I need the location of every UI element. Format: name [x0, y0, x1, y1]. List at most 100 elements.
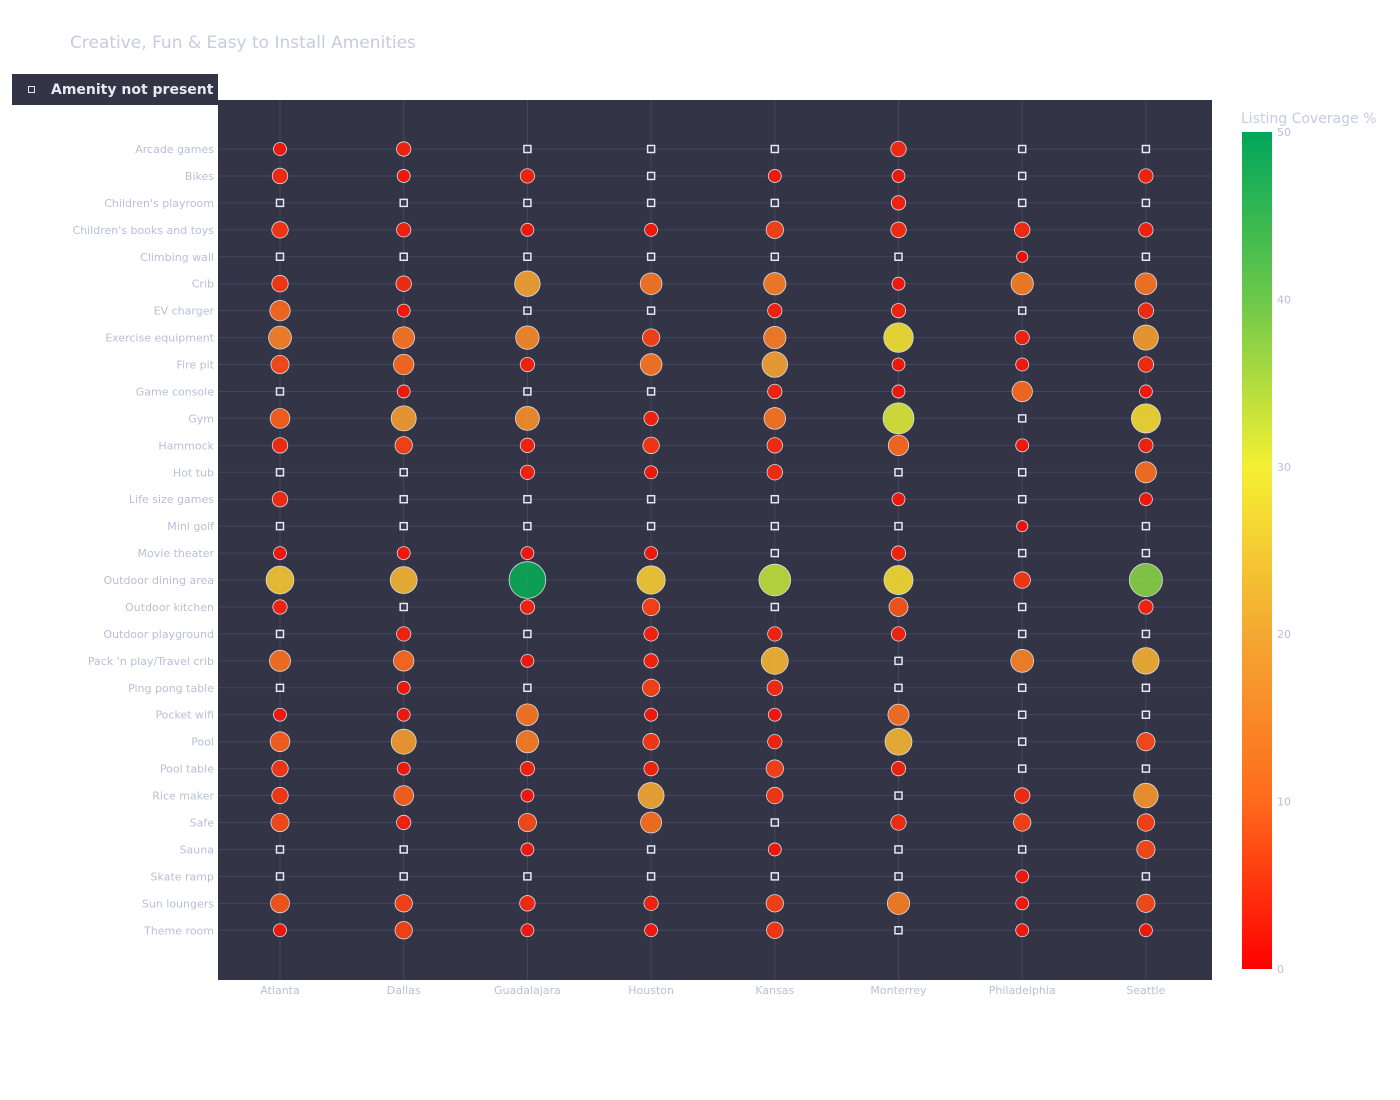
- not-present-marker: [1017, 144, 1027, 154]
- bubble-marker: [643, 895, 659, 911]
- bubble-marker: [767, 626, 783, 642]
- not-present-marker: [275, 468, 285, 477]
- y-tick-label: Safe: [190, 817, 215, 830]
- not-present-marker: [399, 602, 408, 612]
- bubble-marker: [890, 814, 907, 831]
- not-present-marker: [1017, 629, 1027, 639]
- bubble-marker: [519, 599, 535, 615]
- bubble-marker: [1132, 647, 1160, 675]
- not-present-marker: [275, 521, 285, 531]
- bubble-marker: [1138, 168, 1154, 184]
- not-present-marker: [894, 252, 903, 262]
- bubble-marker: [520, 923, 535, 938]
- bubble-marker: [639, 272, 663, 295]
- bubble-marker: [1137, 356, 1155, 373]
- bubble-marker: [643, 410, 659, 426]
- bubble-marker: [1015, 923, 1030, 938]
- bubble-marker: [519, 464, 535, 480]
- bubble-marker: [273, 923, 287, 938]
- bubble-marker: [644, 222, 658, 237]
- bubble-marker: [644, 465, 658, 480]
- not-present-marker: [770, 494, 780, 504]
- x-tick-label: Philadelphia: [989, 984, 1056, 997]
- bubble-marker: [1136, 839, 1156, 859]
- not-present-marker: [1141, 683, 1151, 693]
- y-tick-label: Mini golf: [167, 520, 215, 533]
- y-tick-label: Pocket wifi: [155, 709, 214, 722]
- bubble-marker: [763, 272, 787, 296]
- not-present-marker: [646, 198, 656, 208]
- not-present-marker: [1017, 602, 1027, 612]
- bubble-marker: [887, 703, 910, 726]
- bubble-marker: [396, 384, 411, 399]
- bubble-marker: [1138, 437, 1154, 453]
- bubble-marker: [1013, 571, 1031, 589]
- bubble-marker: [516, 703, 539, 726]
- bubble-marker: [890, 545, 907, 561]
- y-tick-label: Bikes: [185, 170, 214, 183]
- bubble-marker: [1139, 492, 1153, 507]
- bubble-marker: [394, 894, 413, 913]
- bubble-marker: [396, 626, 412, 642]
- not-present-marker: [523, 521, 532, 531]
- not-present-marker: [1141, 521, 1151, 531]
- bubble-marker: [890, 140, 907, 158]
- colorbar-tick-label: 40: [1277, 293, 1291, 306]
- not-present-marker: [770, 602, 780, 612]
- bubble-marker: [765, 759, 784, 778]
- legend-label: Amenity not present: [51, 81, 214, 98]
- bubble-marker: [1136, 732, 1156, 752]
- bubble-marker: [394, 921, 413, 940]
- bubble-marker: [1133, 782, 1159, 809]
- y-tick-label: Outdoor dining area: [104, 574, 214, 587]
- colorbar-tick-label: 20: [1277, 628, 1291, 641]
- bubble-marker: [269, 731, 291, 752]
- not-present-marker: [894, 926, 903, 935]
- not-present-marker: [646, 494, 656, 504]
- x-tick-label: Monterrey: [870, 984, 927, 997]
- not-present-marker: [1017, 468, 1027, 477]
- bubble-marker: [891, 276, 906, 291]
- bubble-marker: [515, 325, 540, 350]
- bubble-marker: [891, 384, 906, 399]
- bubble-marker: [884, 727, 913, 756]
- not-present-marker: [1141, 710, 1151, 719]
- bubble-marker: [519, 761, 535, 777]
- bubble-marker: [271, 786, 289, 805]
- bubble-marker: [270, 355, 290, 375]
- not-present-marker: [523, 872, 532, 881]
- bubble-marker: [519, 437, 535, 453]
- bubble-marker: [271, 275, 289, 293]
- not-present-marker: [770, 521, 780, 531]
- y-tick-label: Pack 'n play/Travel crib: [88, 655, 214, 668]
- bubble-marker: [1015, 438, 1030, 453]
- not-present-marker: [523, 198, 532, 208]
- not-present-marker: [275, 387, 285, 396]
- x-tick-label: Houston: [628, 984, 674, 997]
- y-tick-label: EV charger: [154, 305, 215, 318]
- bubble-marker: [1015, 869, 1030, 884]
- bubble-marker: [395, 275, 412, 292]
- bubble-marker: [393, 785, 414, 806]
- bubble-marker: [396, 222, 412, 238]
- y-tick-label: Outdoor playground: [103, 628, 214, 641]
- not-present-marker: [1141, 629, 1151, 639]
- bubble-marker: [643, 653, 659, 669]
- legend[interactable]: Amenity not present: [12, 74, 218, 105]
- not-present-marker: [523, 494, 532, 504]
- bubble-marker: [642, 733, 660, 751]
- bubble-marker: [271, 759, 289, 778]
- not-present-marker: [399, 252, 408, 262]
- not-present-marker: [770, 144, 780, 154]
- not-present-marker: [1017, 198, 1027, 208]
- bubble-marker: [1010, 272, 1034, 296]
- bubble-marker: [891, 357, 906, 372]
- bubble-marker: [767, 383, 783, 400]
- colorbar-title: Listing Coverage %: [1241, 111, 1376, 127]
- y-tick-label: Fire pit: [177, 359, 215, 372]
- not-present-marker: [399, 521, 408, 531]
- bubble-marker: [1015, 357, 1030, 372]
- bubble-marker: [888, 597, 909, 617]
- not-present-marker: [1017, 845, 1027, 854]
